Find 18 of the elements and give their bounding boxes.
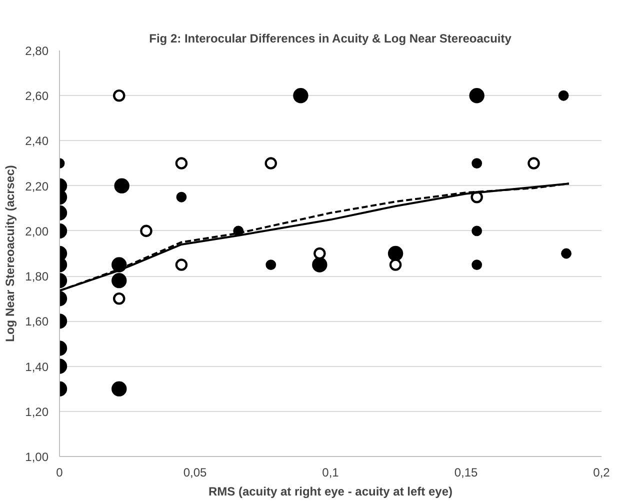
y-tick-label: 2,60 [25,89,49,104]
x-tick-label: 0,15 [454,466,478,480]
y-tick-label: 1,80 [25,270,49,284]
y-tick-label: 1,00 [25,450,49,464]
y-tick-label: 2,80 [25,44,49,58]
y-tick-label: 2,00 [25,224,49,238]
y-tick-label: 2,20 [25,179,49,194]
y-axis-title: Log Near Stereoacuity (acrsec) [3,165,18,342]
x-tick-label: 0,2 [593,466,610,480]
y-tick-label: 2,40 [25,134,49,148]
y-tick-label: 1,20 [25,404,49,419]
x-tick-label: 0 [56,466,64,480]
y-tick-label: 1,40 [25,360,49,374]
x-tick-label: 0,1 [322,466,340,480]
chart-title: Fig 2: Interocular Differences in Acuity & Log Near Stereoacuity [149,32,512,46]
x-tick-label: 0,05 [183,466,208,480]
x-axis-title: RMS (acuity at right eye - acuity at left eye) [208,484,453,498]
y-tick-label: 1,60 [25,314,49,329]
